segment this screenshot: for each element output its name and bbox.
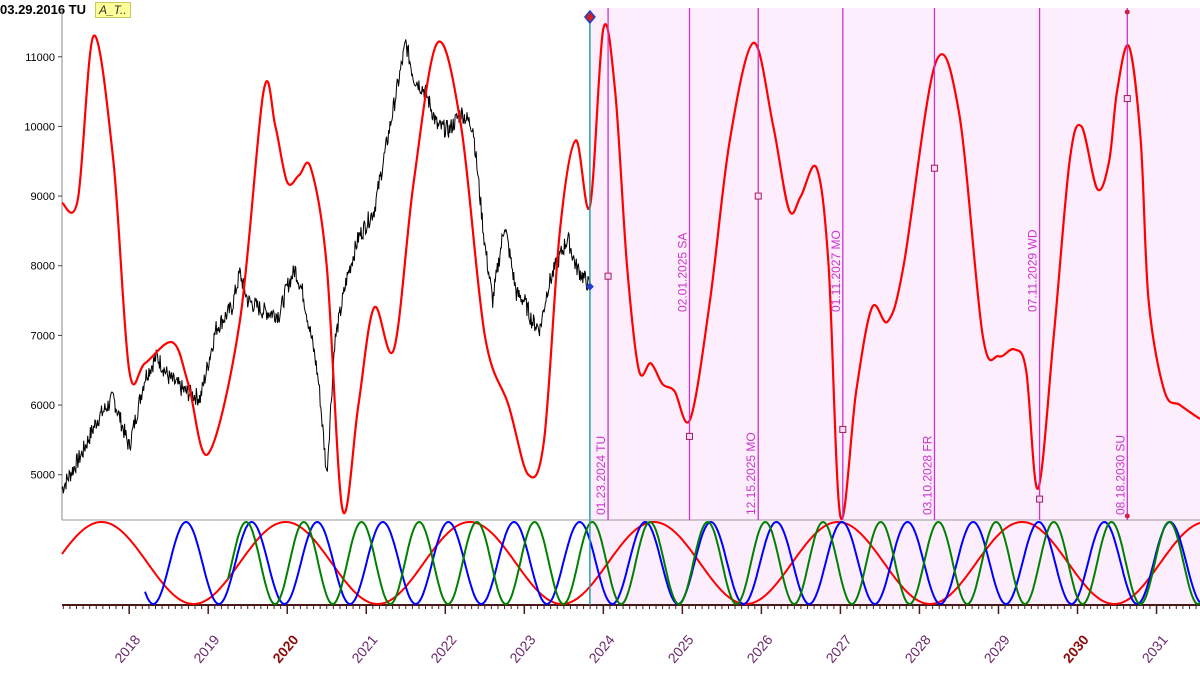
turning-point-layer (583, 8, 1131, 605)
x-tick-label: 2028 (901, 632, 933, 666)
label-layer: 01.23.2024 TU 02.01.2025 SA 12.15.2025 MO 0… (594, 229, 1127, 515)
turning-point-marker (930, 164, 938, 172)
x-tick-label: 2019 (190, 632, 222, 666)
y-tick-label: 10000 (24, 121, 55, 133)
header-tag[interactable]: A_T.. (95, 2, 131, 18)
turning-point-marker (685, 432, 693, 440)
x-tick-label: 2031 (1139, 632, 1171, 666)
turning-point-marker (754, 192, 762, 200)
x-tick-label: 2018 (111, 632, 143, 666)
cycle-panel (61, 520, 1200, 605)
turning-point-top-dot (1124, 9, 1130, 15)
turning-point-label: 01.23.2024 TU (594, 436, 608, 515)
x-tick-label: 2027 (822, 632, 854, 666)
header-date: 03.29.2016 TU (0, 2, 87, 17)
forecast-series (60, 23, 1200, 521)
y-tick-label: 5000 (31, 470, 55, 482)
y-tick-label: 9000 (31, 191, 55, 203)
y-tick-label: 6000 (31, 400, 55, 412)
x-tick-label: 2030 (1060, 632, 1092, 666)
turning-point-label: 03.10.2028 FR (920, 435, 934, 515)
turning-point-bottom-dot (1124, 513, 1130, 519)
series-layer (60, 23, 1200, 521)
x-tick-label: 2026 (743, 632, 775, 666)
long-cycle-wave (61, 521, 1200, 605)
x-tick-label: 2025 (664, 632, 696, 666)
now-marker-price (585, 282, 594, 291)
x-tick-label: 2022 (427, 632, 459, 666)
turning-point-marker (1123, 95, 1131, 103)
turning-point-label: 01.11.2027 MO (829, 230, 843, 312)
turning-point-marker (839, 425, 847, 433)
turning-point-label: 07.11.2029 WD (1026, 229, 1040, 312)
turning-point-label: 02.01.2025 SA (675, 233, 689, 312)
turning-point-marker (604, 272, 612, 280)
now-marker-top (583, 9, 596, 25)
mid-cycle-wave (144, 520, 1200, 605)
turning-point-marker (1036, 495, 1044, 503)
turning-point-label: 08.18.2030 SU (1113, 435, 1127, 515)
y-tick-label: 7000 (31, 330, 55, 342)
y-tick-label: 8000 (31, 261, 55, 273)
x-tick-label: 2020 (269, 632, 301, 666)
x-tick-label: 2024 (585, 632, 617, 666)
x-tick-label: 2021 (348, 632, 380, 666)
y-tick-label: 11000 (25, 52, 55, 64)
short-cycle-wave (227, 520, 1200, 605)
turning-point-label: 12.15.2025 MO (744, 432, 758, 515)
x-tick-label: 2023 (506, 632, 538, 666)
x-tick-label: 2029 (981, 632, 1013, 666)
price-series (61, 39, 591, 494)
